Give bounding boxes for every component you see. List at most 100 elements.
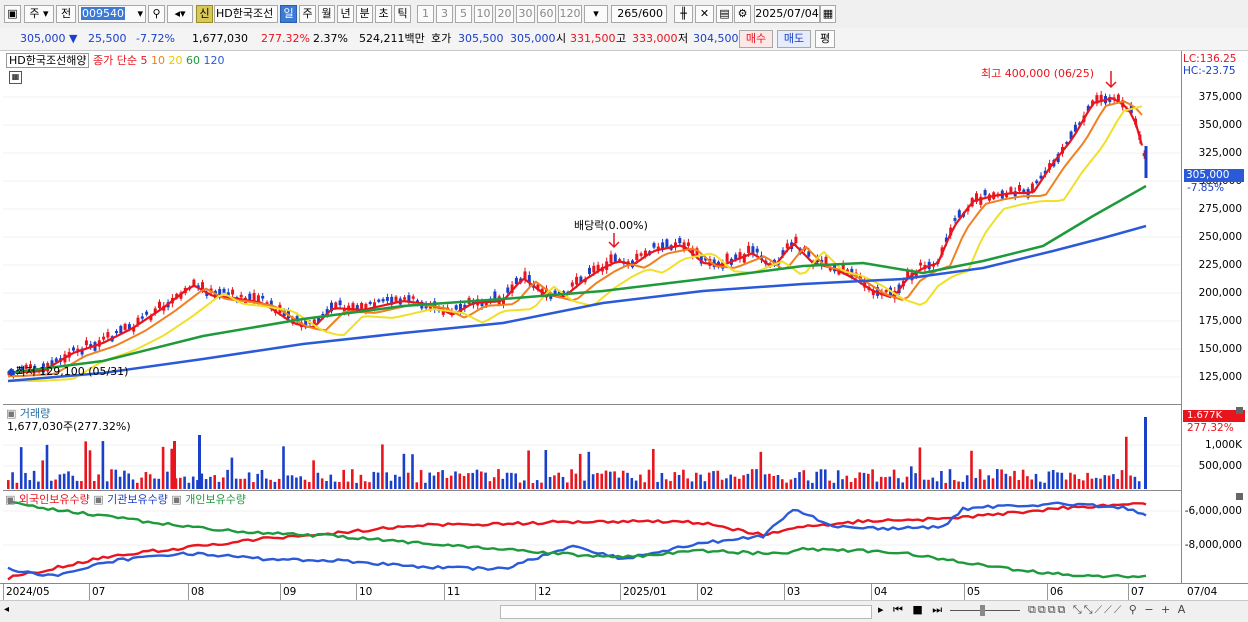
interval-30[interactable]: 30: [516, 5, 535, 23]
panel-close-icon[interactable]: [1236, 493, 1243, 500]
panel-close-icon[interactable]: [1236, 407, 1243, 414]
individual-legend[interactable]: 개인보유수량: [185, 493, 247, 506]
volume-panel[interactable]: ▣ 거래량 1,677,030주(277.32%): [3, 405, 1182, 491]
window-icon[interactable]: ▣: [4, 5, 21, 23]
volume-bar: [716, 470, 720, 489]
candle-body: [575, 276, 579, 285]
volume-bar: [471, 472, 474, 489]
volume-bar: [445, 477, 449, 489]
new-badge[interactable]: 신: [196, 5, 213, 23]
volume-bar: [1090, 478, 1094, 489]
candle-body: [1078, 122, 1082, 126]
volume-bar: [690, 481, 694, 489]
price-chart[interactable]: [3, 51, 1181, 404]
search-icon[interactable]: ⚲: [148, 5, 165, 23]
trade-amount: 524,211백만: [359, 32, 425, 45]
speaker-icon[interactable]: ◂▾: [167, 5, 193, 23]
ma120-legend[interactable]: 120: [203, 54, 225, 67]
x-tick: [697, 584, 698, 600]
calendar-icon[interactable]: ▦: [820, 5, 836, 23]
average-button[interactable]: 평: [815, 30, 835, 48]
candle-body: [342, 308, 346, 312]
zoom-slider[interactable]: [950, 610, 1020, 611]
interval-dropdown[interactable]: ▾: [584, 5, 608, 23]
scroll-thumb[interactable]: [500, 605, 872, 619]
tab-day[interactable]: 일: [280, 5, 297, 23]
interval-60[interactable]: 60: [537, 5, 556, 23]
ma20-line: [8, 105, 1143, 382]
volume-tick: 500,000: [1198, 460, 1242, 472]
crosshair-icon[interactable]: ✕: [695, 5, 714, 23]
period-type-select[interactable]: 주 ▾: [24, 5, 54, 23]
volume-chart[interactable]: [3, 405, 1181, 490]
volume-bar: [394, 474, 397, 489]
candle-body: [179, 292, 183, 299]
volume-bar: [553, 475, 556, 489]
save-icon[interactable]: ▤: [716, 5, 733, 23]
volume-bar: [742, 475, 745, 489]
chevron-down-icon[interactable]: ▾: [137, 7, 143, 20]
tab-second[interactable]: 초: [375, 5, 392, 23]
price-chart-panel[interactable]: HD한국조선해양 종가 단순 5 10 20 60 120 ▦ 최고 400,0…: [3, 51, 1182, 405]
volume-bar: [978, 469, 982, 489]
volume-bar: [768, 473, 771, 489]
volume-bar: [940, 470, 943, 489]
sell-button[interactable]: 매도: [777, 30, 811, 48]
tab-year[interactable]: 년: [337, 5, 354, 23]
volume-bar: [15, 482, 19, 489]
x-label: 05: [967, 586, 981, 598]
tool-icons[interactable]: ⧉⧉⧉⧉ ⤡⤡⟋⟋⟋ ⚲ − + A: [1028, 603, 1188, 616]
price-tick: 175,000: [1198, 315, 1242, 327]
candle-body: [106, 332, 110, 338]
x-label: 11: [447, 586, 461, 598]
candle-body: [226, 292, 230, 297]
volume-bar: [1030, 479, 1033, 489]
nav-buttons[interactable]: ▸ ⏮ ■ ⏭: [878, 603, 946, 616]
price-tick: 350,000: [1198, 119, 1242, 131]
scroll-left-icon[interactable]: ◂: [4, 604, 10, 615]
zoom-slider-handle[interactable]: [980, 605, 985, 616]
interval-20[interactable]: 20: [495, 5, 514, 23]
tab-tick[interactable]: 틱: [394, 5, 411, 23]
tab-week[interactable]: 주: [299, 5, 316, 23]
volume-bar: [1047, 471, 1051, 489]
tab-minute[interactable]: 분: [356, 5, 373, 23]
table-icon[interactable]: ▦: [9, 71, 22, 84]
gear-icon[interactable]: ⚙: [734, 5, 751, 23]
volume-bar: [166, 471, 169, 489]
volume-bar: [845, 475, 849, 489]
tab-month[interactable]: 월: [318, 5, 335, 23]
candle-body: [394, 296, 398, 302]
candle-body: [751, 246, 755, 255]
date-input[interactable]: 2025/07/04: [754, 5, 820, 23]
volume-bar: [1039, 481, 1042, 489]
interval-1[interactable]: 1: [417, 5, 434, 23]
ma60-legend[interactable]: 60: [185, 54, 200, 67]
candle-body: [1142, 153, 1146, 157]
ma5-legend[interactable]: 5: [140, 54, 148, 67]
candle-icon[interactable]: ╫: [674, 5, 693, 23]
holdings-panel[interactable]: ▣ 외국인보유수량 ▣ 기관보유수량 ▣ 개인보유수량: [3, 491, 1182, 584]
holdings-chart[interactable]: [3, 491, 1181, 583]
stock-code-input[interactable]: 009540 ▾: [78, 5, 146, 23]
institution-legend[interactable]: 기관보유수량: [107, 493, 168, 506]
x-label: 04: [874, 586, 888, 598]
interval-5[interactable]: 5: [455, 5, 472, 23]
candle-body: [1086, 105, 1090, 112]
count-input[interactable]: 265/600: [611, 5, 667, 23]
interval-10[interactable]: 10: [474, 5, 493, 23]
ma20-legend[interactable]: 20: [168, 54, 183, 67]
x-tick: [620, 584, 621, 600]
ma10-legend[interactable]: 10: [150, 54, 165, 67]
stock-name-label: HD한국조선해양: [6, 53, 90, 68]
interval-120[interactable]: 120: [558, 5, 582, 23]
volume-bar: [252, 482, 255, 489]
buy-button[interactable]: 매수: [739, 30, 773, 48]
volume-bar: [359, 474, 363, 489]
volume-bar: [338, 481, 341, 489]
market-select[interactable]: 전: [56, 5, 76, 23]
foreign-legend[interactable]: 외국인보유수량: [18, 493, 90, 506]
institution-holding-line: [7, 501, 1147, 578]
interval-3[interactable]: 3: [436, 5, 453, 23]
volume-bar: [389, 480, 393, 489]
